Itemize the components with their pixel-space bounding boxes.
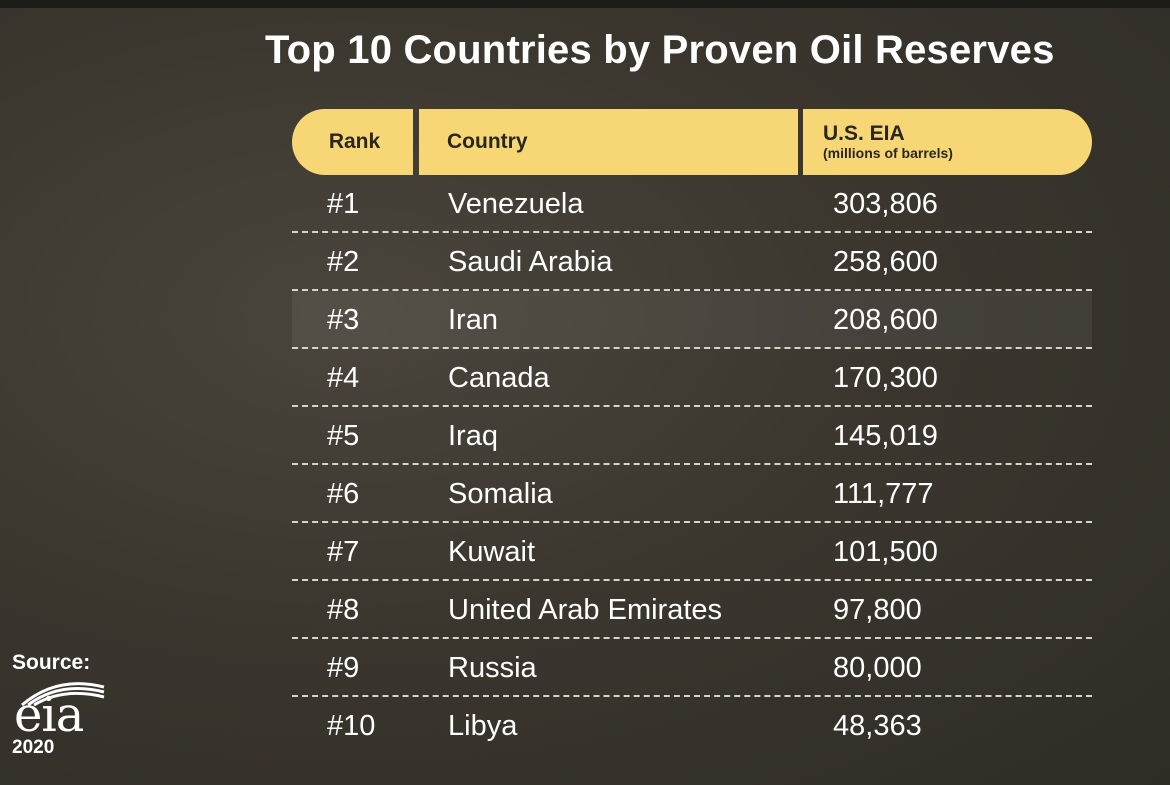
row-value: 258,600 <box>833 246 938 278</box>
row-rank: #2 <box>327 246 360 278</box>
source-year: 2020 <box>12 737 55 758</box>
table-row: #5 Iraq 145,019 <box>292 407 1092 465</box>
row-value: 303,806 <box>833 188 938 220</box>
row-rank: #7 <box>327 536 360 568</box>
row-country: Iran <box>448 304 498 336</box>
table-row: #3 Iran 208,600 <box>292 291 1092 349</box>
top-frame-bar <box>0 0 1170 8</box>
table-row: #6 Somalia 111,777 <box>292 465 1092 523</box>
chart-title: Top 10 Countries by Proven Oil Reserves <box>265 28 1055 72</box>
table-row: #2 Saudi Arabia 258,600 <box>292 233 1092 291</box>
eia-logo: eia <box>12 677 112 743</box>
source-label: Source: <box>12 651 91 674</box>
row-rank: #3 <box>327 304 360 336</box>
row-country: Somalia <box>448 478 553 510</box>
row-rank: #4 <box>327 362 360 394</box>
header-value-unit: (millions of barrels) <box>823 144 953 161</box>
row-rank: #9 <box>327 652 360 684</box>
oil-reserves-table: Rank Country U.S. EIA (millions of barre… <box>292 109 1092 755</box>
header-value-title: U.S. EIA <box>823 121 905 145</box>
row-rank: #6 <box>327 478 360 510</box>
row-value: 97,800 <box>833 594 922 626</box>
row-rank: #1 <box>327 188 360 220</box>
table-row: #1 Venezuela 303,806 <box>292 175 1092 233</box>
row-country: Kuwait <box>448 536 536 568</box>
table-row: #9 Russia 80,000 <box>292 639 1092 697</box>
row-rank: #10 <box>327 710 376 742</box>
row-value: 80,000 <box>833 652 922 684</box>
table-row: #8 United Arab Emirates 97,800 <box>292 581 1092 639</box>
row-value: 208,600 <box>833 304 938 336</box>
row-country: United Arab Emirates <box>448 594 723 626</box>
row-value: 111,777 <box>833 478 934 510</box>
row-country: Venezuela <box>448 188 584 220</box>
row-rank: #5 <box>327 420 360 452</box>
eia-logo-arcs-icon <box>21 682 105 707</box>
table-row: #7 Kuwait 101,500 <box>292 523 1092 581</box>
table-body: #1 Venezuela 303,806 #2 Saudi Arabia 258,600 #… <box>292 175 1092 755</box>
table-header-row: Rank Country U.S. EIA (millions of barre… <box>292 109 1092 175</box>
header-rank: Rank <box>292 109 413 175</box>
source-block: Source: eia 2020 <box>12 651 122 759</box>
row-value: 170,300 <box>833 362 938 394</box>
table-row: #4 Canada 170,300 <box>292 349 1092 407</box>
table-row: #10 Libya 48,363 <box>292 697 1092 755</box>
eia-logo-text: eia <box>14 687 84 743</box>
row-value: 145,019 <box>833 420 938 452</box>
row-country: Saudi Arabia <box>448 246 613 278</box>
row-country: Libya <box>448 710 518 742</box>
row-rank: #8 <box>327 594 360 626</box>
row-country: Russia <box>448 652 537 684</box>
header-country: Country <box>419 109 798 175</box>
header-value: U.S. EIA (millions of barrels) <box>803 109 1092 175</box>
row-value: 48,363 <box>833 710 922 742</box>
row-country: Iraq <box>448 420 498 452</box>
row-country: Canada <box>448 362 550 394</box>
row-value: 101,500 <box>833 536 938 568</box>
